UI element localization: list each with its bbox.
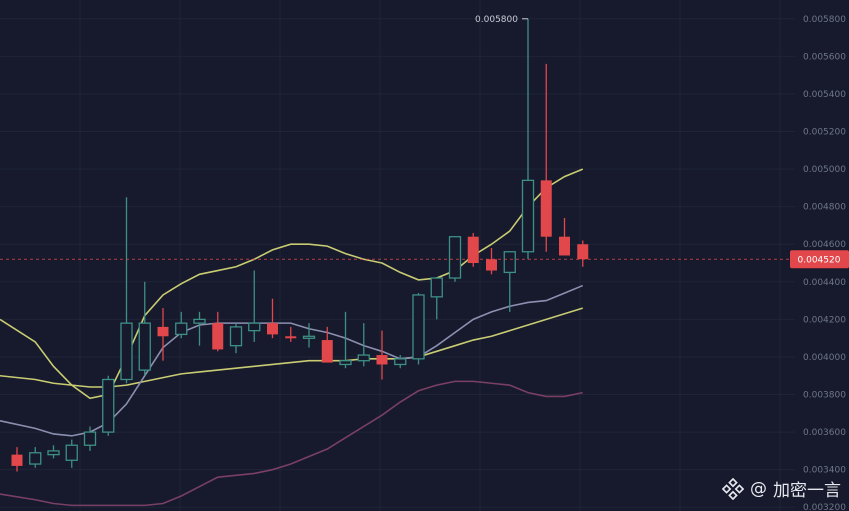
- y-tick-label: 0.004000: [803, 353, 846, 363]
- y-tick-label: 0.005000: [803, 165, 846, 175]
- candle: [394, 355, 407, 369]
- candle-body-up: [138, 322, 151, 371]
- y-tick-label: 0.005200: [803, 128, 846, 138]
- candle-body-up: [229, 326, 243, 347]
- y-tick-label: 0.003200: [803, 503, 846, 511]
- candle: [102, 375, 115, 436]
- candle-body-up: [394, 358, 407, 366]
- y-tick-label: 0.004800: [803, 203, 846, 213]
- candle-body-down: [11, 454, 23, 466]
- candle-body-up: [175, 322, 188, 336]
- candle: [229, 323, 243, 354]
- candle-body-up: [248, 322, 261, 332]
- high-price-label: 0.005800: [475, 15, 518, 25]
- candle-body-up: [193, 318, 206, 324]
- candle-body-up: [503, 251, 516, 274]
- candle: [467, 232, 479, 267]
- band-lower-line: [0, 380, 583, 507]
- candle-body-up: [357, 354, 370, 362]
- candle: [11, 447, 23, 472]
- candle-body-down: [467, 236, 479, 264]
- candle: [521, 18, 535, 260]
- current-price-label: 0.004520: [798, 255, 841, 265]
- candle: [540, 63, 552, 252]
- candle-body-down: [577, 244, 589, 260]
- watermark-at: @: [750, 478, 767, 499]
- candle: [83, 426, 97, 451]
- candle: [430, 277, 443, 320]
- candle: [120, 197, 133, 384]
- y-tick-label: 0.003400: [803, 466, 846, 476]
- candle: [448, 236, 462, 282]
- price-axis: 0.005800 0.005600 0.005400 0.005200 0.005000…: [803, 15, 846, 511]
- candle-body-up: [430, 277, 443, 298]
- y-tick-label: 0.003800: [803, 391, 846, 401]
- candle: [503, 251, 516, 312]
- candle-body-up: [412, 294, 425, 360]
- candle-body-down: [376, 355, 388, 365]
- band-upper-line: [0, 168, 584, 400]
- baseline-ma-line: [0, 307, 583, 388]
- candle: [577, 240, 589, 267]
- candle: [138, 281, 151, 376]
- y-tick-label: 0.005600: [803, 52, 846, 62]
- binance-logo-icon: [722, 477, 744, 500]
- y-tick-label: 0.005800: [803, 15, 846, 25]
- candle: [321, 326, 333, 363]
- band-mid-line: [0, 284, 584, 437]
- candle-body-down: [157, 326, 169, 337]
- candle-body-up: [339, 360, 352, 366]
- candle: [65, 439, 78, 468]
- candle-body-up: [102, 378, 115, 433]
- candle-body-up: [83, 431, 97, 446]
- candle-body-down: [267, 323, 278, 335]
- candle: [339, 311, 352, 369]
- y-tick-label: 0.004600: [803, 240, 846, 250]
- candle: [267, 298, 278, 339]
- candle: [157, 308, 169, 361]
- y-tick-label: 0.004200: [803, 315, 846, 325]
- candles: [11, 18, 589, 472]
- candle: [376, 330, 388, 380]
- candle-body-up: [65, 444, 78, 461]
- watermark-text: 加密一言: [773, 481, 841, 501]
- candle-body-down: [285, 336, 297, 339]
- candle: [193, 311, 206, 346]
- y-tick-label: 0.003600: [803, 428, 846, 438]
- candle: [47, 445, 60, 459]
- candle: [212, 311, 224, 352]
- candle: [486, 247, 497, 275]
- candle: [248, 270, 261, 342]
- candle-body-up: [120, 322, 133, 381]
- candle-body-down: [212, 323, 224, 350]
- candle: [559, 217, 570, 256]
- price-overlay: 0.005800 0.004520: [0, 15, 849, 269]
- candle-body-down: [486, 259, 497, 271]
- candle-body-down: [321, 340, 333, 363]
- current-price-badge: [790, 250, 849, 269]
- watermark: @ 加密一言: [722, 476, 841, 501]
- y-tick-label: 0.005400: [803, 90, 846, 100]
- y-tick-label: 0.004400: [803, 278, 846, 288]
- candle: [285, 326, 297, 342]
- candle-body-down: [559, 236, 570, 256]
- candle-body-up: [47, 450, 60, 456]
- candle: [357, 323, 370, 367]
- candle: [175, 311, 188, 339]
- candle-body-down: [540, 180, 552, 237]
- candle: [302, 323, 316, 348]
- candle-body-up: [448, 236, 462, 279]
- candle-body-up: [302, 335, 316, 339]
- grid-lines: [0, 0, 795, 511]
- candle: [29, 447, 42, 468]
- candle: [412, 293, 425, 365]
- candle-body-up: [29, 452, 42, 465]
- candle-body-up: [521, 179, 535, 253]
